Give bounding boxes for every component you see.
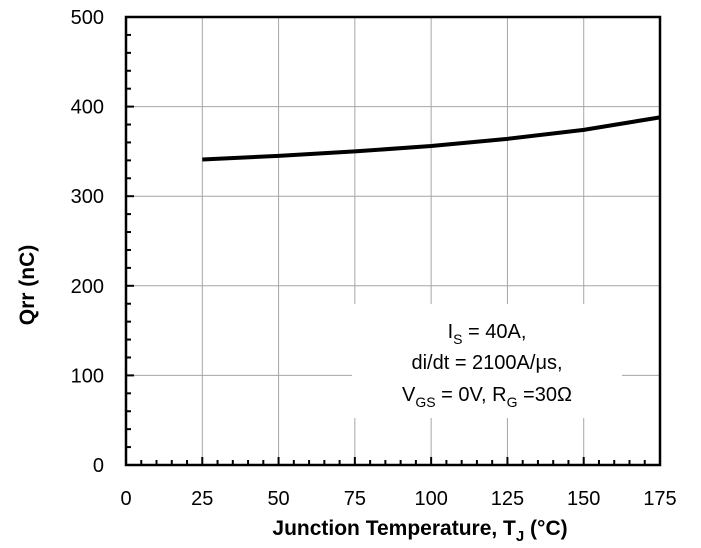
annotation-vgs-sub: GS bbox=[415, 394, 435, 410]
x-tick-label: 0 bbox=[120, 488, 131, 510]
annotation-line-2: di/dt = 2100A/μs, bbox=[411, 352, 562, 374]
annotation-is-label: I bbox=[448, 321, 454, 343]
x-tick-label: 175 bbox=[643, 488, 676, 510]
x-tick-label: 75 bbox=[344, 488, 366, 510]
y-tick-label: 200 bbox=[71, 276, 104, 298]
x-axis-title-unit: (°C) bbox=[524, 517, 567, 540]
y-tick-label: 100 bbox=[71, 365, 104, 387]
y-tick-label: 0 bbox=[93, 455, 104, 477]
annotation-is-sub: S bbox=[453, 331, 462, 347]
annotation-vgs-label: V bbox=[402, 384, 416, 406]
y-tick-label: 500 bbox=[71, 7, 104, 29]
y-tick-label: 400 bbox=[71, 97, 104, 119]
annotation-vgs-value: = 0V, R bbox=[436, 384, 507, 406]
x-axis-title: Junction Temperature, TJ (°C) bbox=[272, 517, 567, 545]
grid-layer bbox=[126, 17, 660, 465]
qrr-series-line bbox=[202, 115, 661, 162]
annotation-rg-value: =30Ω bbox=[518, 384, 572, 406]
annotation-background bbox=[352, 304, 622, 418]
plot-frame bbox=[124, 15, 662, 467]
x-tick-label: 150 bbox=[567, 488, 600, 510]
x-tick-label: 25 bbox=[191, 488, 213, 510]
y-tick-label: 300 bbox=[71, 186, 104, 208]
annotation-box: IS = 40A, di/dt = 2100A/μs, VGS = 0V, RG… bbox=[352, 304, 622, 418]
annotation-rg-sub: G bbox=[507, 394, 518, 410]
x-axis-title-main: Junction Temperature, T bbox=[272, 517, 516, 540]
x-tick-label: 125 bbox=[491, 488, 524, 510]
y-axis-title: Qrr (nC) bbox=[16, 245, 39, 326]
plot-border bbox=[124, 15, 662, 467]
annotation-line-3: VGS = 0V, RG =30Ω bbox=[402, 384, 572, 410]
tick-labels: 0 25 50 75 100 125 150 175 0 100 200 300 400 500 bbox=[71, 7, 677, 510]
x-tick-label: 100 bbox=[414, 488, 447, 510]
annotation-is-value: = 40A, bbox=[462, 321, 526, 343]
annotation-line-1: IS = 40A, bbox=[448, 321, 527, 347]
series-layer bbox=[202, 115, 661, 162]
x-axis-title-sub: J bbox=[516, 528, 524, 545]
x-tick-label: 50 bbox=[267, 488, 289, 510]
